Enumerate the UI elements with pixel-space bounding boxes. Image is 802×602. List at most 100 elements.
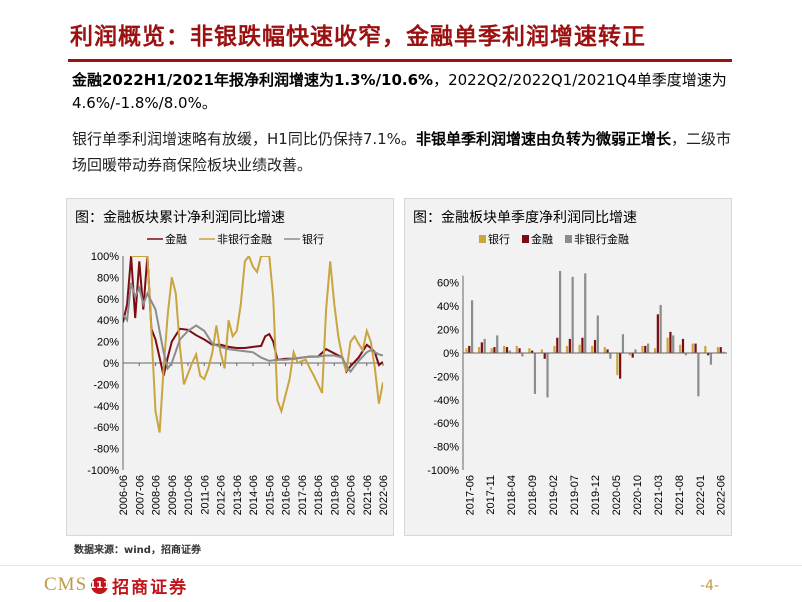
bar-0 [641,345,644,353]
series-line-0 [123,256,383,377]
x-tick-label: 2019-06 [329,475,341,515]
bar-2 [584,273,587,353]
legend-quarterly-swatch-1 [522,235,529,243]
y-tick-label: -20% [433,371,459,383]
line-chart-cumulative: -100% -80% -60% -40% -20% 0% 20% 40% 60% 80% 100% 2… [87,232,390,515]
bar-0 [591,345,594,353]
bar-0 [553,345,556,353]
bar-0 [490,348,493,353]
bar-2 [672,335,675,353]
bar-0 [691,343,694,353]
bar-1 [707,352,710,356]
x-tick-label: 2010-06 [183,475,195,515]
chart-panel-cumulative: 图：金融板块累计净利润同比增速 -100% -80% -60% -40% -20% 0% 2… [66,198,394,536]
x-tick-label: 2022-06 [716,475,728,515]
bar-1 [581,337,584,353]
logo-cms-text: CMS [44,574,88,595]
bar-1 [606,349,609,353]
x-tick-label: 2020-06 [346,475,358,515]
bar-1 [543,352,546,359]
x-tick-label: 2020-10 [632,475,644,515]
bar-1 [619,352,622,379]
bar-2 [508,350,511,353]
bar-2 [621,334,625,353]
y-tick-label: -80% [433,442,459,454]
bar-2 [470,300,474,353]
chart-panel-quarterly: 图：金融板块单季度净利润同比增速 -100% -80% -60% -40% -20% 0%… [404,198,732,536]
bar-chart-quarterly: -100% -80% -60% -40% -20% 0% 20% 40% 60% 2017-06 2… [427,232,728,515]
bar-2 [483,338,486,353]
bar-2 [609,352,612,359]
y-tick-label: -100% [427,465,459,477]
legend-quarterly-swatch-2 [565,235,572,243]
page-number: -4- [700,578,720,594]
bar-2 [496,335,499,353]
bar-0 [528,348,531,353]
bar-0 [465,348,468,353]
bar-2 [684,352,687,356]
summary-2-plain-2: ，二级市场回暖带动券商保险板块业绩改善。 [72,130,731,174]
bar-0 [628,352,632,356]
bar-0 [540,349,544,353]
y-tick-label: 80% [97,272,119,284]
bar-1 [518,348,521,353]
bar-0 [565,345,569,353]
bar-2 [697,352,700,397]
y-tick-label: 60% [437,278,459,290]
logo-mark-icon: 111 [89,576,110,594]
x-tick-label: 2007-06 [134,475,146,515]
y-tick-label: 40% [437,301,459,313]
y-tick-label: 100% [91,251,119,263]
series-line-1 [131,256,383,433]
x-tick-label: 2018-06 [313,475,325,515]
slide-title: 利润概览：非银跌幅快速收窄，金融单季利润增速转正 [70,24,646,50]
bar-2 [646,343,650,353]
y-tick-label: -40% [93,401,119,413]
x-tick-label: 2019-12 [590,475,602,515]
bar-1 [568,338,571,353]
x-tick-label: 2019-07 [569,475,581,515]
x-tick-label: 2009-06 [167,475,179,515]
bar-1 [669,331,672,353]
bar-0 [653,348,657,353]
bar-2 [546,352,549,398]
x-tick-label: 2022-01 [695,475,707,515]
y-tick-label: 20% [97,337,119,349]
y-tick-label: 60% [97,294,119,306]
x-tick-label: 2019-02 [548,475,560,515]
x-tick-label: 2017-06 [464,475,476,515]
bar-2 [521,352,524,357]
x-tick-label: 2013-06 [232,475,244,515]
bar-1 [556,337,559,353]
legend-quarterly-label-0: 银行 [488,232,510,246]
y-tick-label: -60% [93,422,119,434]
bar-1 [480,342,483,353]
x-tick-label: 2011-06 [199,475,211,515]
y-tick-label: 0% [103,358,119,370]
bar-1 [694,343,697,353]
bar-2 [571,276,574,353]
legend-cumulative-label-2: 银行 [302,232,324,246]
bar-1 [644,345,647,353]
bar-1 [493,347,496,353]
chart-title-cumulative: 图：金融板块累计净利润同比增速 [75,210,285,226]
bar-0 [616,352,619,376]
x-tick-label: 2008-06 [151,475,163,515]
title-underline [68,59,732,62]
x-tick-label: 2021-06 [362,475,374,515]
bar-2 [722,351,725,353]
bar-2 [558,271,562,353]
y-tick-label: 20% [437,325,459,337]
legend-cumulative-label-0: 金融 [165,232,187,246]
x-tick-label: 2015-06 [264,475,276,515]
y-tick-label: -20% [93,379,119,391]
footer-divider [0,565,802,566]
bar-0 [666,337,669,353]
legend-quarterly-label-2: 非银行金融 [574,232,629,246]
x-tick-label: 2018-04 [506,475,518,515]
bar-2 [533,352,537,394]
x-tick-label: 2020-05 [611,475,623,515]
legend-quarterly-swatch-0 [479,235,486,243]
bar-1 [505,347,509,353]
x-tick-label: 2016-06 [281,475,293,515]
